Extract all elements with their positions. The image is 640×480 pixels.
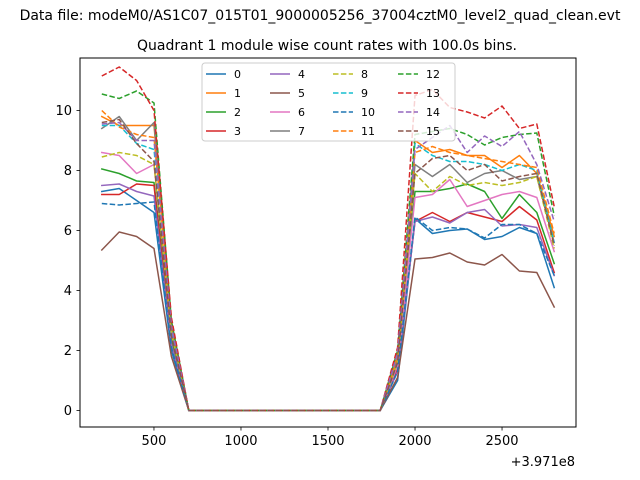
x-tick-label: 500 xyxy=(142,434,167,449)
axes-title: Quadrant 1 module wise count rates with … xyxy=(137,38,517,54)
x-offset-label: +3.971e8 xyxy=(511,455,575,470)
y-tick-label: 10 xyxy=(55,104,72,119)
y-tick-label: 6 xyxy=(64,224,72,239)
x-tick-label: 2500 xyxy=(485,434,518,449)
series-line-14 xyxy=(101,121,555,412)
axes-frame xyxy=(79,57,577,428)
figure-suptitle: Data file: modeM0/AS1C07_015T01_90000052… xyxy=(20,8,621,24)
legend-label-2: 2 xyxy=(234,106,241,119)
legend-label-1: 1 xyxy=(234,87,241,100)
legend-label-3: 3 xyxy=(234,125,241,138)
legend-label-12: 12 xyxy=(426,68,440,81)
ticks-layer: 500 1000 1500 2000 2500 0 2 4 6 8 10 xyxy=(55,104,518,449)
legend-label-14: 14 xyxy=(426,106,440,119)
legend-label-6: 6 xyxy=(298,106,305,119)
legend-label-8: 8 xyxy=(361,68,368,81)
legend-label-10: 10 xyxy=(361,106,375,119)
legend-label-15: 15 xyxy=(426,125,440,138)
legend-label-0: 0 xyxy=(234,68,241,81)
legend-label-13: 13 xyxy=(426,87,440,100)
series-layer xyxy=(100,66,556,412)
legend-label-4: 4 xyxy=(298,68,305,81)
series-line-15 xyxy=(101,118,555,412)
legend-frame xyxy=(201,62,456,142)
y-tick-label: 2 xyxy=(64,344,72,359)
y-tick-label: 8 xyxy=(64,164,72,179)
x-tick-label: 1500 xyxy=(311,434,344,449)
legend-label-5: 5 xyxy=(298,87,305,100)
y-tick-label: 4 xyxy=(64,284,72,299)
legend-label-7: 7 xyxy=(298,125,305,138)
y-tick-label: 0 xyxy=(64,404,72,419)
legend-label-11: 11 xyxy=(361,125,375,138)
legend-label-9: 9 xyxy=(361,87,368,100)
x-tick-label: 1000 xyxy=(224,434,257,449)
x-tick-label: 2000 xyxy=(398,434,431,449)
